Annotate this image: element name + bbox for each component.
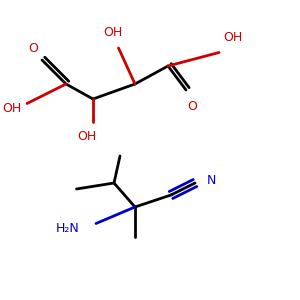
Text: O: O — [187, 100, 197, 113]
Text: O: O — [28, 41, 38, 55]
Text: OH: OH — [77, 130, 97, 143]
Text: OH: OH — [103, 26, 122, 40]
Text: OH: OH — [223, 31, 242, 44]
Text: H₂N: H₂N — [56, 221, 80, 235]
Text: N: N — [207, 173, 216, 187]
Text: OH: OH — [2, 101, 22, 115]
